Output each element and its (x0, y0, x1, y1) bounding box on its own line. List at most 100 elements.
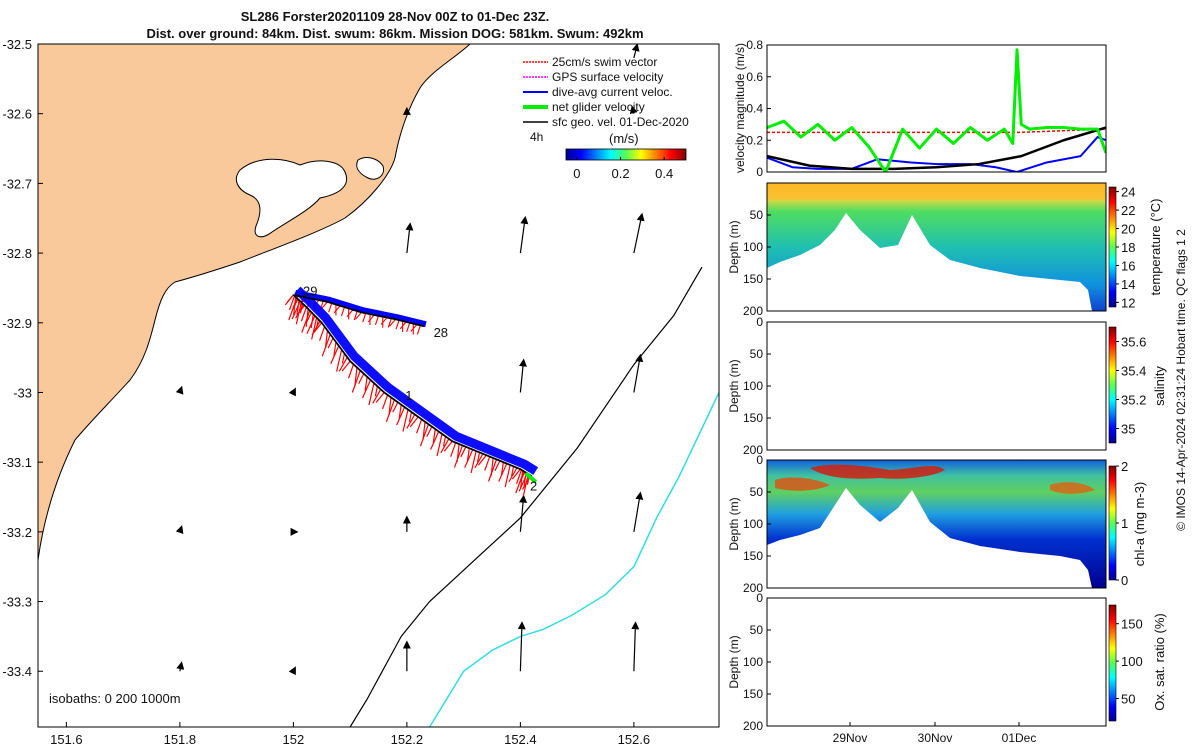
map-panel: 29 28 1 2 151.6 151.8 152 152.2 152.4 152.6 -32.… (2, 37, 720, 747)
temperature-y-tick-label: 100 (743, 240, 763, 254)
net-velocity-series (767, 48, 1106, 172)
oxygen-y-ticks: 0 50 100 150 200 (743, 591, 771, 733)
geo-velocity-vectors (175, 44, 645, 676)
salinity-colorbar-tick-label: 35.4 (1121, 364, 1146, 379)
swim-vector (340, 306, 345, 317)
temperature-colorbar-tick-label: 14 (1121, 277, 1135, 292)
swim-vector (372, 389, 382, 404)
swim-vector (338, 356, 348, 372)
salinity-colorbar-label: salinity (1152, 366, 1167, 406)
velocity-y-ticks: 0 0.2 0.4 0.6 0.8 (746, 38, 771, 179)
map-y-tick-label: -32.7 (2, 176, 32, 191)
map-x-tick-label: 151.8 (164, 732, 197, 747)
swim-vector (515, 471, 525, 494)
isobaths-label: isobaths: 0 200 1000m (49, 691, 181, 706)
oxygen-colorbar-tick-label: 150 (1121, 617, 1143, 632)
temperature-colorbar-tick-label: 12 (1121, 295, 1135, 310)
swim-vector (398, 404, 402, 419)
geo-velocity-arrow (288, 387, 296, 397)
map-colorbar-tick-label: 0.2 (612, 166, 630, 181)
map-x-ticks: 151.6 151.8 152 152.2 152.4 152.6 (50, 722, 650, 747)
geo-velocity-arrow (633, 212, 645, 254)
map-y-tick-label: -32.5 (2, 37, 32, 52)
chla-colorbar (1108, 465, 1117, 581)
chla-y-tick-label: 50 (750, 485, 764, 499)
swim-vector (321, 301, 328, 310)
net-glider-velocity (524, 471, 538, 484)
legend-entry-swim: 25cm/s swim vector (552, 55, 657, 69)
swim-vector (374, 386, 378, 397)
swim-vector (346, 309, 354, 318)
swim-vector (300, 306, 307, 322)
map-colorbar-ticks: 0 0.2 0.4 (573, 157, 673, 181)
day-label: 2 (530, 479, 537, 494)
swim-vector (511, 468, 521, 480)
legend-scale-label: 4h (530, 130, 543, 144)
geo-velocity-arrow (633, 491, 644, 532)
swim-vector (402, 409, 409, 432)
swim-vector (474, 453, 484, 469)
swim-vector (321, 334, 331, 357)
swim-vector (368, 382, 375, 406)
map-y-tick-label: -33.3 (2, 595, 32, 610)
legend-entry-net: net glider velocity (552, 100, 645, 114)
legend-entry-sfc-geo: sfc geo. vel. 01-Dec-2020 (552, 115, 689, 129)
salinity-colorbar-ticks: 35 35.2 35.4 35.6 (1116, 335, 1146, 437)
velocity-ylabel: velocity magnitude (m/s) (733, 43, 747, 173)
swim-vector (374, 315, 380, 325)
salinity-y-tick-label: 200 (743, 443, 763, 457)
swim-vector (364, 376, 368, 391)
time-x-tick-label: 01Dec (1002, 731, 1037, 745)
temperature-y-tick-label: 150 (743, 272, 763, 286)
temperature-colorbar-label: temperature (°C) (1148, 199, 1163, 296)
geo-velocity-arrow (288, 666, 296, 676)
chla-y-ticks: 0 50 100 150 200 (743, 453, 771, 595)
swim-vector (494, 460, 501, 472)
swim-vector (311, 320, 321, 336)
geo-velocity-arrow (633, 353, 644, 393)
swim-vector (341, 360, 351, 372)
swim-vector (385, 399, 395, 422)
temperature-colorbar-ticks: 12 14 16 18 20 22 24 (1116, 185, 1135, 310)
swim-vector (358, 373, 365, 384)
velocity-panel: 0 0.2 0.4 0.6 0.8 velocity magnitude (m/s) (733, 38, 1107, 179)
geo-velocity-arrow (519, 494, 528, 532)
oxygen-colorbar-ticks: 50 100 150 (1116, 617, 1143, 707)
swim-vector (362, 379, 372, 399)
geo-velocity-arrow (175, 385, 184, 395)
coastal-lake (235, 158, 348, 238)
temperature-colorbar-tick-label: 18 (1121, 240, 1135, 255)
chart-title-line2: Dist. over ground: 84km. Dist. swum: 86k… (146, 26, 644, 41)
isobath-200m (349, 266, 703, 727)
map-colorbar (565, 148, 687, 161)
swim-vector (351, 370, 361, 393)
salinity-colorbar-tick-label: 35.2 (1121, 393, 1146, 408)
salinity-colorbar-tick-label: 35.6 (1121, 335, 1146, 350)
oxygen-colorbar-label: Ox. sat. ratio (%) (1152, 613, 1167, 711)
day-labels: 29 28 1 2 (303, 283, 537, 493)
oxygen-y-tick-label: 50 (750, 623, 764, 637)
swim-vector (470, 450, 477, 474)
geo-velocity-arrow (176, 661, 185, 672)
geo-velocity-arrow (631, 621, 640, 672)
map-y-tick-label: -32.8 (2, 246, 32, 261)
footer-credit: © IMOS 14-Apr-2024 02:31:24 Hobart time.… (1174, 229, 1188, 531)
geo-velocity-arrow (175, 525, 184, 535)
temperature-colorbar-tick-label: 16 (1121, 258, 1135, 273)
time-x-ticks: 29Nov 30Nov 01Dec (833, 722, 1037, 745)
swim-vector (430, 431, 440, 450)
day-label: 28 (434, 325, 448, 340)
swim-vector (333, 341, 337, 357)
swim-vector (288, 295, 296, 311)
swim-vector (341, 353, 346, 364)
swim-vector (333, 305, 341, 314)
oxygen-y-tick-label: 0 (756, 591, 763, 605)
velocity-y-tick-label: 0.4 (746, 102, 763, 116)
swim-vector (426, 426, 433, 437)
chla-section (767, 460, 1106, 588)
oxygen-colorbar (1108, 604, 1117, 722)
day-label: 29 (303, 283, 317, 298)
map-x-tick-label: 152 (283, 732, 305, 747)
chla-colorbar-tick-label: 0 (1121, 573, 1128, 588)
temperature-y-tick-label: 50 (750, 208, 764, 222)
